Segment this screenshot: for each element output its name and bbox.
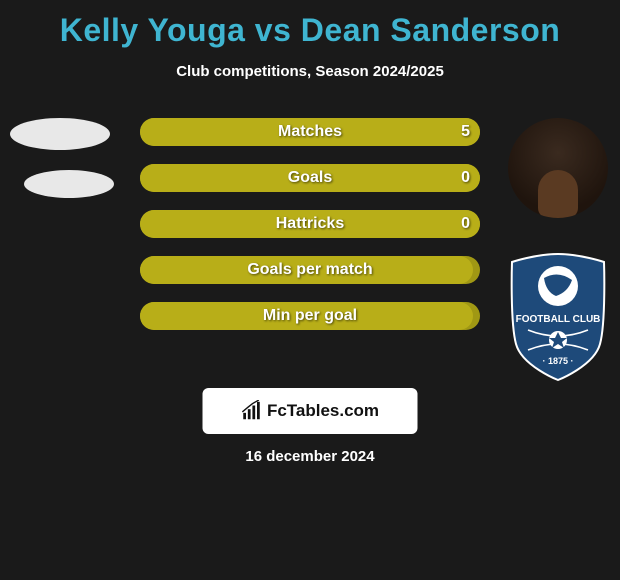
bar-value-right: 5	[461, 118, 470, 146]
bar-label: Min per goal	[140, 302, 480, 330]
brand-text: FcTables.com	[267, 401, 379, 421]
bars-container: Matches5Goals0Hattricks0Goals per matchM…	[140, 118, 480, 348]
page-title: Kelly Youga vs Dean Sanderson	[0, 0, 620, 49]
bar-row: Hattricks0	[140, 210, 480, 238]
bar-label: Goals per match	[140, 256, 480, 284]
bar-label: Goals	[140, 164, 480, 192]
bar-row: Goals per match	[140, 256, 480, 284]
bar-row: Matches5	[140, 118, 480, 146]
bar-label: Hattricks	[140, 210, 480, 238]
bar-row: Goals0	[140, 164, 480, 192]
bar-row: Min per goal	[140, 302, 480, 330]
bar-value-right: 0	[461, 210, 470, 238]
player1-avatar-placeholder	[10, 118, 110, 150]
brand-box: FcTables.com	[203, 388, 418, 434]
comparison-chart: FOOTBALL CLUB · 1875 · Matches5Goals0Hat…	[0, 118, 620, 378]
player1-club-placeholder	[24, 170, 114, 198]
bar-label: Matches	[140, 118, 480, 146]
svg-text:FOOTBALL CLUB: FOOTBALL CLUB	[516, 314, 601, 325]
svg-text:· 1875 ·: · 1875 ·	[542, 356, 573, 366]
player2-avatar	[508, 118, 608, 218]
bar-value-right: 0	[461, 164, 470, 192]
date-text: 16 december 2024	[0, 448, 620, 465]
player2-club-logo: FOOTBALL CLUB · 1875 ·	[508, 252, 608, 382]
chart-icon	[241, 400, 263, 422]
subtitle: Club competitions, Season 2024/2025	[0, 63, 620, 80]
